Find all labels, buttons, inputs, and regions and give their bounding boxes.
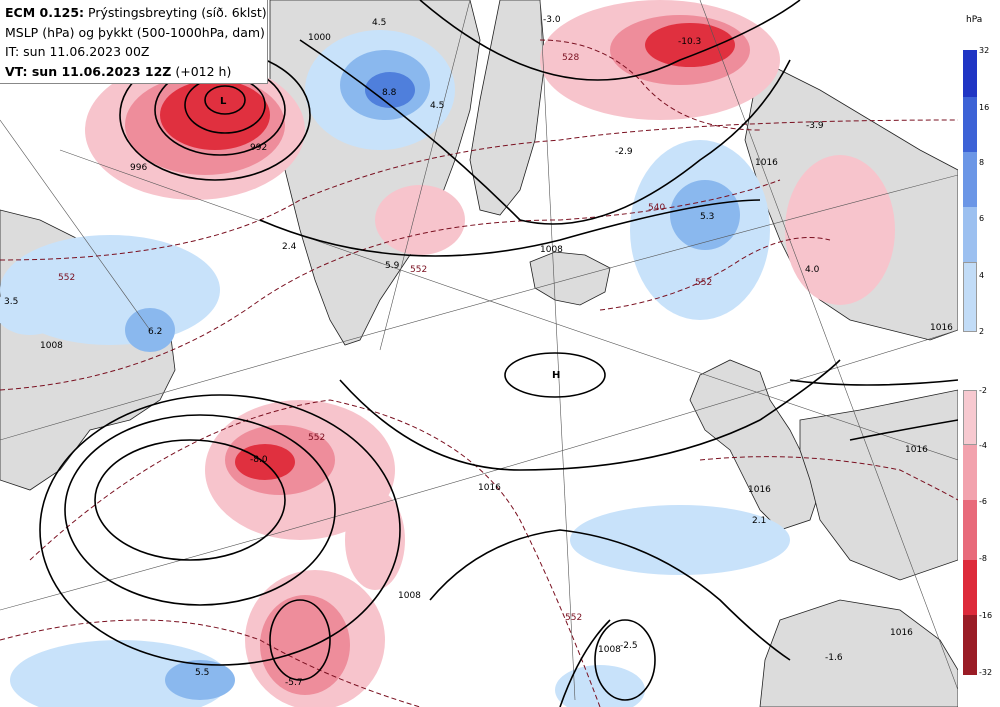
isobar-label: 996: [130, 163, 147, 173]
model-title: ECM 0.125: Prýstingsbreyting (síð. 6klst…: [5, 3, 267, 23]
thickness-label: 552: [58, 273, 75, 283]
isobar-label: 1008: [598, 645, 621, 655]
fields-description: MSLP (hPa) og þykkt (500-1000hPa, dam): [5, 24, 265, 40]
change-value: -1.6: [825, 653, 843, 663]
change-value: 3.5: [4, 297, 18, 307]
valid-time: VT: sun 11.06.2023 12Z (+012 h): [5, 62, 262, 82]
legend-swatch-rise-32: [963, 50, 977, 97]
change-value-layer: -10.3 -8.0 -5.7 -3.9 -3.0 -2.9 -2.5 -1.6…: [4, 15, 843, 688]
forecast-step: (+012 h): [175, 63, 232, 79]
change-value: -10.3: [678, 37, 701, 47]
thickness-label: 552: [565, 613, 582, 623]
isobar-label: 1016: [890, 628, 913, 638]
thickness-label: 552: [308, 433, 325, 443]
low-centre-label: L: [220, 96, 227, 107]
valid-time-value: VT: sun 11.06.2023 12Z: [5, 63, 172, 79]
legend-swatch-fall-6: [963, 500, 977, 560]
high-centre-label: H: [552, 370, 560, 381]
change-value: 5.5: [195, 668, 209, 678]
isobar-label: 1016: [478, 483, 501, 493]
map-canvas: 1000 1008 1008 1016 1016 1016 1008 1008 …: [0, 0, 958, 707]
thickness-label: 552: [410, 265, 427, 275]
change-value: -8.0: [250, 455, 268, 465]
legend-tick-fall: -6: [979, 497, 987, 506]
isobar-label: 1008: [540, 245, 563, 255]
legend-swatch-fall-2: [963, 390, 977, 445]
change-value: 4.0: [805, 265, 820, 275]
pressure-fall-shading: [85, 0, 895, 707]
legend-tick-fall: -2: [979, 386, 987, 395]
weather-map: 1000 1008 1008 1016 1016 1016 1008 1008 …: [0, 0, 958, 707]
change-value: -3.9: [806, 121, 824, 131]
legend-swatch-rise-8: [963, 152, 977, 207]
map-info-box: ECM 0.125: Prýstingsbreyting (síð. 6klst…: [0, 0, 268, 84]
legend-swatch-rise-16: [963, 97, 977, 152]
legend-swatch-rise-4: [963, 262, 977, 332]
change-value: 2.4: [282, 242, 297, 252]
isobar-label: 1016: [748, 485, 771, 495]
legend-unit: hPa: [966, 15, 983, 25]
thickness-label: 552: [695, 278, 712, 288]
isobar-label: 1016: [905, 445, 928, 455]
legend-tick-rise: 32: [979, 46, 990, 55]
graticule: [0, 0, 958, 701]
isobar-label: 1016: [930, 323, 953, 333]
thickness-label: 540: [648, 203, 665, 213]
legend-tick-fall: -8: [979, 554, 987, 563]
change-value: -5.7: [285, 678, 303, 688]
isobar-label: 1016: [755, 158, 778, 168]
legend-swatch-fall-4: [963, 445, 977, 500]
legend-tick-rise: 4: [979, 271, 985, 280]
legend-tick-fall: -4: [979, 441, 987, 450]
change-value: -3.0: [543, 15, 561, 25]
legend-swatch-fall-16: [963, 615, 977, 675]
model-prefix: ECM 0.125:: [5, 5, 85, 20]
thickness-label: 528: [562, 53, 579, 63]
europe-land: [799, 389, 958, 581]
change-value: 4.5: [372, 18, 386, 28]
change-value: -2.5: [620, 641, 638, 651]
isobar-label: 1008: [398, 591, 421, 601]
change-value: 8.8: [382, 88, 397, 98]
legend-tick-fall: -32: [979, 668, 993, 677]
change-value: 4.5: [430, 101, 444, 111]
iceland-land: [529, 251, 611, 306]
svalbard-land: [469, 0, 546, 216]
legend-tick-rise: 8: [979, 158, 985, 167]
change-value: -2.9: [615, 147, 633, 157]
change-value: 5.9: [385, 261, 400, 271]
isobar-label: 1008: [40, 341, 63, 351]
init-time: IT: sun 11.06.2023 00Z: [5, 44, 150, 59]
legend-swatch-fall-8: [963, 560, 977, 615]
thickness-contours: [0, 39, 958, 707]
change-value: 5.3: [700, 212, 714, 222]
model-field: Prýstingsbreyting (síð. 6klst): [88, 5, 267, 20]
legend-tick-rise: 6: [979, 214, 985, 223]
isobar-label: 1000: [308, 33, 331, 43]
legend-tick-rise: 16: [979, 103, 990, 112]
isobar-label-layer: 1000 1008 1008 1016 1016 1016 1008 1008 …: [40, 33, 953, 655]
thickness-label-layer: 552 552 528 540 552 552 552: [58, 53, 712, 623]
legend-swatch-rise-6: [963, 207, 977, 262]
change-value: 2.1: [752, 516, 766, 526]
change-value: 6.2: [148, 327, 162, 337]
pressure-centres: H L: [220, 96, 560, 381]
legend-tick-rise: 2: [979, 327, 985, 336]
isobar-label: 992: [250, 143, 267, 153]
legend-tick-fall: -16: [979, 611, 993, 620]
iberia-land: [759, 599, 958, 707]
